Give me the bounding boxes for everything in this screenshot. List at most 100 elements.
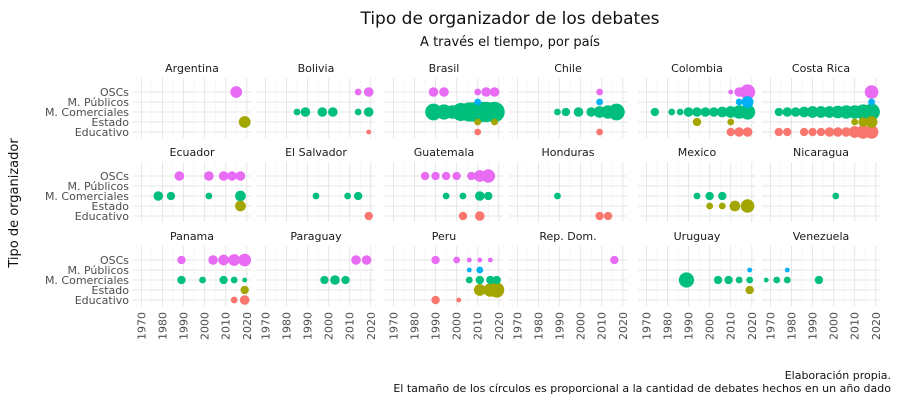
x-tick-label: 2010 (344, 312, 357, 340)
point-estado (491, 118, 498, 126)
point-educativo (431, 295, 440, 305)
point-m-comerciales (484, 191, 493, 201)
point-oscs (481, 169, 496, 183)
point-m-comerciales (205, 192, 213, 200)
x-tick-label: 1980 (157, 312, 170, 340)
point-educativo (475, 211, 485, 221)
x-tick-label: 2000 (828, 312, 841, 340)
facet-strip-label: Chile (554, 62, 582, 75)
facet-brasil: Brasil (385, 62, 505, 138)
point-oscs (431, 255, 440, 265)
point-m-comerciales (475, 191, 485, 201)
point-m-publicos (868, 98, 875, 106)
facet-panel-bg (762, 162, 880, 222)
facet-panel-bg (638, 246, 756, 306)
point-m-comerciales (328, 107, 338, 117)
point-oscs (218, 254, 229, 266)
x-tick-label: 2000 (323, 312, 336, 340)
point-educativo (603, 211, 613, 221)
facet-panel-bg (257, 162, 375, 222)
point-oscs (441, 171, 451, 181)
point-m-publicos (784, 267, 790, 273)
facet-panel-bg (133, 162, 251, 222)
facet-el-salvador: El Salvador (257, 146, 375, 222)
facet-panel-bg (509, 246, 627, 306)
point-oscs (466, 257, 472, 263)
point-oscs (473, 170, 486, 182)
facet-strip-label: Colombia (671, 62, 723, 75)
point-m-comerciales (847, 105, 862, 119)
x-tick-label: 2020 (493, 312, 506, 340)
point-m-comerciales (480, 102, 500, 122)
point-educativo (808, 127, 817, 137)
point-m-comerciales (312, 192, 320, 200)
x-tick-label: 1990 (430, 312, 443, 340)
x-tick-label: 2000 (199, 312, 212, 340)
point-m-publicos (735, 98, 743, 106)
point-oscs (174, 171, 185, 181)
x-tick-label: 1990 (807, 312, 820, 340)
x-tick-label: 2020 (241, 312, 254, 340)
facet-colombia: Colombia (638, 62, 756, 138)
y-tick-label: Estado (92, 200, 130, 213)
facet-venezuela: Venezuela 1970 1980 1990 2000 2010 2020 (762, 230, 883, 340)
point-oscs (228, 254, 241, 266)
facet-strip-label: Nicaragua (793, 146, 849, 159)
facet-rep-dom: Rep. Dom. 1970 1980 1990 2000 2010 2020 (509, 230, 630, 340)
point-m-comerciales (823, 106, 836, 118)
point-m-comerciales (235, 190, 246, 202)
point-m-comerciales (716, 106, 728, 118)
point-educativo (230, 296, 238, 304)
point-m-comerciales (773, 276, 781, 284)
point-educativo (824, 127, 835, 137)
point-oscs (728, 89, 734, 95)
point-educativo (239, 295, 250, 305)
point-m-comerciales (593, 106, 606, 118)
y-tick-label: OSCs (100, 170, 129, 183)
point-educativo (596, 128, 604, 136)
point-m-comerciales (806, 106, 819, 118)
y-tick-label: OSCs (100, 254, 129, 267)
facet-strip-label: Honduras (542, 146, 595, 159)
point-estado (483, 283, 498, 297)
point-oscs (734, 87, 744, 97)
facet-panel-bg (762, 246, 880, 306)
facet-nicaragua: Nicaragua (762, 146, 880, 222)
point-m-comerciales (718, 191, 727, 201)
point-oscs (487, 257, 493, 263)
x-tick-label: 1980 (533, 312, 546, 340)
point-m-comerciales (344, 192, 352, 200)
point-oscs (452, 171, 461, 181)
facet-strip-label: Rep. Dom. (539, 230, 596, 243)
point-m-comerciales (601, 105, 615, 119)
y-tick-label: OSCs (100, 86, 129, 99)
point-oscs (420, 171, 430, 181)
point-m-comerciales (668, 108, 676, 116)
point-m-comerciales (363, 107, 374, 117)
point-m-publicos (741, 96, 754, 108)
facet-strip-label: Costa Rica (792, 62, 850, 75)
facet-panel-bg (257, 78, 375, 138)
y-tick-label: M. Comerciales (45, 190, 129, 203)
facet-chile: Chile (509, 62, 627, 138)
chart-subtitle: A través el tiempo, por país (420, 35, 600, 50)
y-tick-label: Estado (92, 116, 130, 129)
point-m-comerciales (317, 107, 328, 117)
facet-strip-label: Mexico (678, 146, 717, 159)
point-educativo (734, 127, 744, 137)
point-m-comerciales (705, 191, 714, 201)
point-m-publicos (476, 266, 484, 274)
x-tick-label: 2000 (704, 312, 717, 340)
facet-strip-label: Argentina (165, 62, 219, 75)
point-estado (692, 117, 702, 127)
y-tick-label: Educativo (75, 126, 130, 139)
x-tick-label: 1970 (135, 312, 148, 340)
point-educativo (364, 211, 373, 221)
facet-strip-label: Ecuador (170, 146, 215, 159)
point-m-comerciales (153, 191, 164, 201)
point-m-comerciales (746, 276, 754, 284)
point-m-comerciales (724, 275, 733, 285)
point-m-comerciales (456, 103, 474, 121)
